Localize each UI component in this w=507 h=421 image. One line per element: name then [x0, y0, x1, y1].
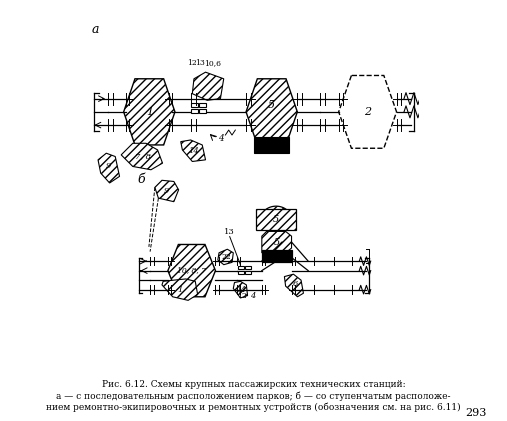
- Text: 12: 12: [187, 59, 197, 67]
- Polygon shape: [218, 249, 233, 265]
- Text: 14: 14: [188, 147, 199, 155]
- Text: б: б: [137, 173, 144, 186]
- Polygon shape: [162, 279, 198, 300]
- Text: 9: 9: [105, 163, 111, 171]
- Bar: [254, 137, 289, 153]
- Text: 4: 4: [218, 134, 223, 143]
- Polygon shape: [192, 72, 224, 100]
- Polygon shape: [155, 180, 178, 202]
- Polygon shape: [246, 79, 297, 145]
- Text: 4: 4: [249, 292, 255, 300]
- Text: 10,6: 10,6: [204, 59, 221, 67]
- Bar: [262, 250, 292, 262]
- Text: 6: 6: [293, 280, 298, 288]
- Text: 2: 2: [364, 107, 371, 117]
- Text: 5: 5: [268, 100, 275, 110]
- Polygon shape: [262, 232, 292, 253]
- Text: 293: 293: [465, 408, 487, 418]
- Text: 10, 8, 7: 10, 8, 7: [177, 266, 206, 274]
- Bar: [191, 109, 198, 113]
- Polygon shape: [233, 281, 247, 298]
- Polygon shape: [260, 206, 292, 230]
- Bar: [199, 109, 206, 113]
- Text: 7, 8: 7, 8: [135, 152, 151, 160]
- Bar: [245, 266, 250, 269]
- Text: 13: 13: [225, 228, 235, 236]
- Bar: [256, 209, 296, 230]
- Polygon shape: [168, 245, 215, 297]
- Text: 22: 22: [221, 253, 231, 261]
- Bar: [245, 271, 250, 274]
- Polygon shape: [98, 153, 120, 183]
- Bar: [238, 271, 244, 274]
- Polygon shape: [180, 140, 205, 162]
- Text: 13: 13: [195, 59, 205, 67]
- Text: 1: 1: [177, 285, 183, 294]
- Text: 12: 12: [237, 292, 246, 300]
- Text: 9: 9: [164, 187, 169, 195]
- Text: а — с последовательным расположением парков; б — со ступенчатым расположе-: а — с последовательным расположением пар…: [56, 392, 451, 401]
- Polygon shape: [284, 274, 303, 297]
- Polygon shape: [124, 79, 175, 145]
- Text: а: а: [91, 23, 99, 35]
- Text: 14: 14: [236, 285, 246, 294]
- Text: 1: 1: [146, 107, 153, 117]
- Text: 5: 5: [274, 237, 280, 247]
- Polygon shape: [121, 143, 163, 170]
- Text: Рис. 6.12. Схемы крупных пассажирских технических станций:: Рис. 6.12. Схемы крупных пассажирских те…: [102, 380, 405, 389]
- Bar: [199, 103, 206, 107]
- Polygon shape: [339, 75, 396, 148]
- Bar: [191, 103, 198, 107]
- Text: 5: 5: [273, 215, 279, 224]
- Bar: [238, 266, 244, 269]
- Text: нием ремонтно-экипировочных и ремонтных устройств (обозначения см. на рис. 6.11): нием ремонтно-экипировочных и ремонтных …: [46, 403, 461, 413]
